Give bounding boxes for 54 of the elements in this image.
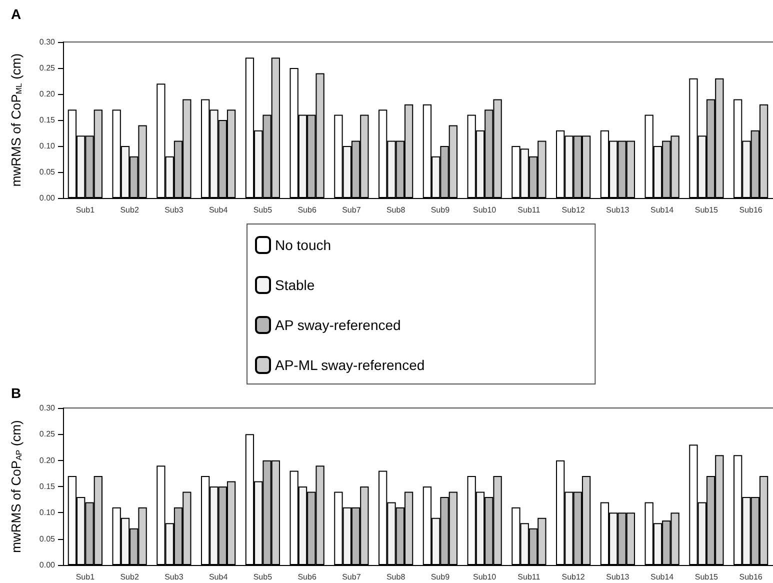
x-tick-label: Sub4 — [208, 572, 228, 582]
x-tick-label: Sub7 — [342, 206, 362, 214]
y-tick-label: 0.20 — [39, 456, 56, 465]
x-tick-label: Sub5 — [253, 572, 273, 582]
x-tick-label: Sub10 — [472, 572, 497, 582]
y-tick-label: 0.00 — [39, 560, 56, 570]
x-tick-label: Sub14 — [650, 572, 674, 582]
x-tick-label: Sub16 — [739, 206, 763, 214]
y-tick-label: 0.10 — [39, 508, 56, 518]
x-tick-label: Sub5 — [253, 206, 273, 214]
x-tick-label: Sub3 — [164, 572, 184, 582]
x-tick-label: Sub11 — [518, 206, 541, 214]
x-tick-label: Sub1 — [76, 206, 96, 214]
x-tick-label: Sub6 — [298, 572, 317, 582]
x-tick-label: Sub9 — [430, 206, 450, 214]
x-tick-label: Sub4 — [208, 206, 228, 214]
x-tick-label: Sub16 — [739, 572, 763, 582]
x-tick-label: Sub2 — [120, 572, 140, 582]
x-tick-label: Sub13 — [606, 206, 630, 214]
y-tick-label: 0.30 — [39, 38, 56, 46]
x-tick-label: Sub11 — [518, 572, 541, 582]
y-tick-label: 0.20 — [39, 90, 56, 98]
x-tick-label: Sub8 — [386, 206, 406, 214]
x-tick-label: Sub13 — [606, 572, 630, 582]
chart-title: B — [11, 385, 22, 401]
y-tick-label: 0.05 — [39, 168, 56, 176]
chart-title: A — [11, 6, 22, 22]
y-tick-label: 0.25 — [39, 64, 56, 72]
y-tick-label: 0.05 — [39, 534, 56, 544]
y-tick-label: 0.15 — [39, 482, 56, 491]
x-tick-label: Sub15 — [694, 206, 719, 214]
x-tick-label: Sub2 — [120, 206, 140, 214]
x-tick-label: Sub3 — [164, 206, 184, 214]
legend-label: Stable — [275, 277, 315, 293]
y-tick-label: 0.15 — [39, 116, 56, 124]
legend-label: AP-ML sway-referenced — [275, 357, 425, 373]
x-tick-label: Sub15 — [694, 572, 719, 582]
legend-label: AP sway-referenced — [275, 317, 401, 333]
x-tick-label: Sub6 — [298, 206, 317, 214]
x-tick-label: Sub12 — [562, 206, 586, 214]
x-tick-label: Sub1 — [76, 572, 96, 582]
legend-label: No touch — [275, 237, 332, 253]
y-tick-label: 0.30 — [39, 404, 56, 412]
x-tick-label: Sub8 — [386, 572, 406, 582]
y-axis-title: mwRMS of CoPML (cm) — [8, 53, 24, 187]
x-tick-label: Sub9 — [430, 572, 450, 582]
y-tick-label: 0.25 — [39, 430, 56, 439]
x-tick-label: Sub14 — [650, 206, 674, 214]
x-tick-label: Sub12 — [562, 572, 586, 582]
x-tick-label: Sub10 — [472, 206, 497, 214]
y-axis-title: mwRMS of CoPAP (cm) — [8, 420, 24, 553]
x-tick-label: Sub7 — [342, 572, 362, 582]
y-tick-label: 0.00 — [39, 194, 56, 202]
y-tick-label: 0.10 — [39, 142, 56, 150]
